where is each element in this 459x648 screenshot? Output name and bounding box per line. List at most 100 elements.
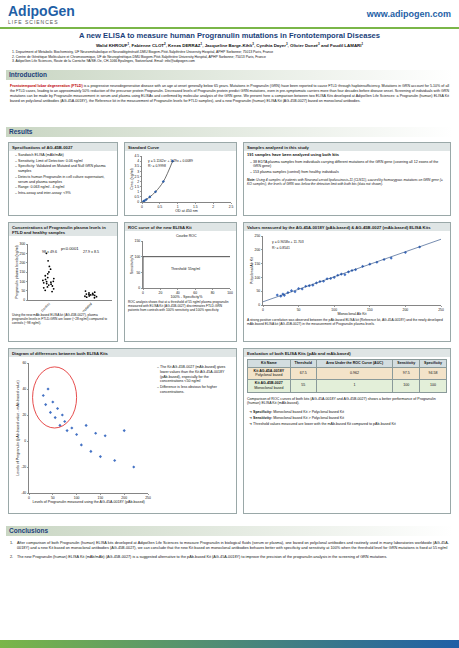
- svg-text:50: 50: [256, 289, 260, 293]
- svg-text:50: 50: [297, 308, 301, 312]
- svg-text:1: 1: [177, 205, 179, 209]
- svg-text:0: 0: [141, 205, 143, 209]
- svg-text:Courbe ROC: Courbe ROC: [176, 234, 197, 238]
- html-text:After comparison of both Progr: After comparison of both Progranulin (hu…: [17, 541, 449, 551]
- html-text:Frontotemporal lobar degenerat: Frontotemporal lobar degeneration (FTLD)…: [10, 84, 449, 103]
- html-text:LIFE SCIENCES: LIFE SCIENCES: [8, 19, 59, 25]
- svg-text:0: 0: [258, 303, 260, 307]
- svg-text:0.5: 0.5: [157, 205, 162, 209]
- svg-text:250: 250: [438, 308, 444, 312]
- html-text:Detects human Progranulin in c: Detects human Progranulin in cell cultur…: [18, 174, 105, 184]
- svg-text:R² = 0.8541: R² = 0.8541: [272, 246, 290, 250]
- svg-text:0.5: 0.5: [135, 195, 140, 199]
- svg-text:100: 100: [331, 308, 337, 312]
- html-text:Standard Curve: Standard Curve: [128, 144, 160, 150]
- svg-text:100: 100: [135, 255, 141, 259]
- svg-text:Monoclonal Ab Kit: Monoclonal Ab Kit: [338, 312, 367, 316]
- svg-text:1: 1: [137, 190, 139, 194]
- svg-text:20: 20: [22, 413, 26, 417]
- svg-text:R² = 0.9998: R² = 0.9998: [148, 164, 166, 168]
- svg-text:100: 100: [20, 280, 26, 284]
- svg-text:-40: -40: [21, 491, 26, 495]
- svg-text:300: 300: [20, 242, 26, 246]
- svg-text:50: 50: [21, 289, 25, 293]
- svg-text:2: 2: [212, 205, 214, 209]
- svg-text:150: 150: [367, 308, 373, 312]
- svg-text:y = 0.9058x + 11.703: y = 0.9058x + 11.703: [272, 240, 304, 244]
- html-text:Introduction: Introduction: [9, 71, 47, 78]
- svg-text:Control: Control: [40, 302, 51, 312]
- svg-text:3: 3: [137, 170, 139, 174]
- html-text:A new ELISA to measure human P: A new ELISA to measure human Progranulin…: [78, 31, 381, 40]
- html-text:Comparison of ROC curves of bo: Comparison of ROC curves of both kits (A…: [247, 396, 436, 406]
- html-text:Conclusions: Conclusions: [9, 527, 48, 534]
- svg-text:0: 0: [24, 439, 26, 443]
- html-text:AdipoGen: AdipoGen: [8, 3, 75, 19]
- svg-text:0: 0: [138, 286, 140, 290]
- svg-text:150: 150: [98, 496, 104, 500]
- html-text:Note: Using 4 samples of patie: Note: Using 4 samples of patients with N…: [247, 177, 443, 187]
- html-text:Using the new mAb-based ELISA: Using the new mAb-based ELISA kit (AG-45…: [12, 313, 107, 326]
- html-text:A strong positive correlation: A strong positive correlation was observ…: [247, 318, 443, 327]
- svg-text:2.5: 2.5: [229, 205, 234, 209]
- svg-text:1.5: 1.5: [193, 205, 198, 209]
- html-text:Specificity: Validated on Muta: Specificity: Validated on Mutated and Nu…: [18, 164, 106, 174]
- svg-text:250: 250: [145, 496, 151, 500]
- html-text:Difference is less obvious for: Difference is less obvious for higher co…: [160, 385, 217, 394]
- svg-text:80: 80: [211, 291, 215, 295]
- svg-text:4.5: 4.5: [135, 154, 140, 158]
- html-text:The Kit AG-45B-0027 (mAb-based: The Kit AG-45B-0027 (mAb-based) gives lo…: [160, 365, 226, 384]
- svg-text:Levels of Progranulin (pAb-bas: Levels of Progranulin (pAb-based value -…: [16, 380, 20, 475]
- svg-text:p<0.0001: p<0.0001: [61, 246, 79, 251]
- svg-text:Polyclonal Ab Kit: Polyclonal Ab Kit: [250, 257, 254, 284]
- svg-text:98 ± 49.6: 98 ± 49.6: [42, 250, 57, 254]
- svg-text:100% - Specificity%: 100% - Specificity%: [171, 295, 204, 299]
- svg-text:100: 100: [227, 291, 233, 295]
- svg-text:60: 60: [22, 361, 26, 365]
- svg-text:mutated: mutated: [81, 302, 93, 312]
- svg-text:60: 60: [193, 291, 197, 295]
- svg-text:40: 40: [22, 387, 26, 391]
- svg-text:40: 40: [176, 291, 180, 295]
- svg-text:20: 20: [159, 291, 163, 295]
- svg-text:Sensitivity%: Sensitivity%: [130, 254, 134, 274]
- svg-text:0: 0: [23, 298, 25, 302]
- svg-text:0: 0: [28, 496, 30, 500]
- svg-text:Progranulin plasma levels (ng/: Progranulin plasma levels (ng/ml): [15, 245, 19, 298]
- svg-text:50: 50: [136, 271, 140, 275]
- html-text:www.adipogen.com: www.adipogen.com: [366, 9, 451, 19]
- svg-text:250: 250: [255, 234, 261, 238]
- html-text:Results: Results: [9, 128, 33, 135]
- svg-text:200: 200: [121, 496, 127, 500]
- svg-text:0: 0: [142, 291, 144, 295]
- svg-text:150: 150: [20, 270, 26, 274]
- svg-text:2.5: 2.5: [135, 175, 140, 179]
- svg-text:OD at 450 nm: OD at 450 nm: [175, 209, 197, 213]
- svg-text:150: 150: [135, 239, 141, 243]
- html-text:ROC analysis shows that at a t: ROC analysis shows that at a threshold o…: [128, 300, 229, 313]
- svg-text:200: 200: [20, 261, 26, 265]
- html-text:38 EDTA plasma samples from in: 38 EDTA plasma samples from individuals …: [253, 159, 439, 169]
- svg-text:250: 250: [20, 252, 26, 256]
- svg-text:y = 5.1162x² + 1.29x + 0.0089: y = 5.1162x² + 1.29x + 0.0089: [148, 159, 193, 163]
- svg-text:0: 0: [262, 308, 264, 312]
- svg-text:27.9 ± 8.5: 27.9 ± 8.5: [83, 250, 99, 254]
- svg-text:-20: -20: [21, 465, 26, 469]
- svg-text:150: 150: [255, 262, 261, 266]
- svg-text:1.5: 1.5: [135, 185, 140, 189]
- svg-text:2: 2: [137, 180, 139, 184]
- svg-text:3.5: 3.5: [135, 164, 140, 168]
- svg-text:Threshold: 55ng/ml: Threshold: 55ng/ml: [171, 267, 200, 271]
- svg-text:200: 200: [255, 248, 261, 252]
- svg-text:Conc. (ng/ml): Conc. (ng/ml): [130, 168, 134, 190]
- svg-text:100: 100: [255, 276, 261, 280]
- svg-text:100: 100: [74, 496, 80, 500]
- svg-text:200: 200: [403, 308, 409, 312]
- svg-text:Levels of Progranulin measured: Levels of Progranulin measured using the…: [32, 500, 144, 504]
- svg-text:50: 50: [51, 496, 55, 500]
- html-text:Concentrations of Progranulin: Concentrations of Progranulin plasma lev…: [12, 224, 106, 235]
- html-text:Walid KHROUF1, Fabienne CLOT2,: Walid KHROUF1, Fabienne CLOT2, Kenza DER…: [95, 42, 364, 49]
- svg-text:0: 0: [137, 200, 139, 204]
- svg-text:4: 4: [137, 159, 139, 163]
- html-text:Specifications of AG-45B-0027: Specifications of AG-45B-0027: [12, 144, 73, 150]
